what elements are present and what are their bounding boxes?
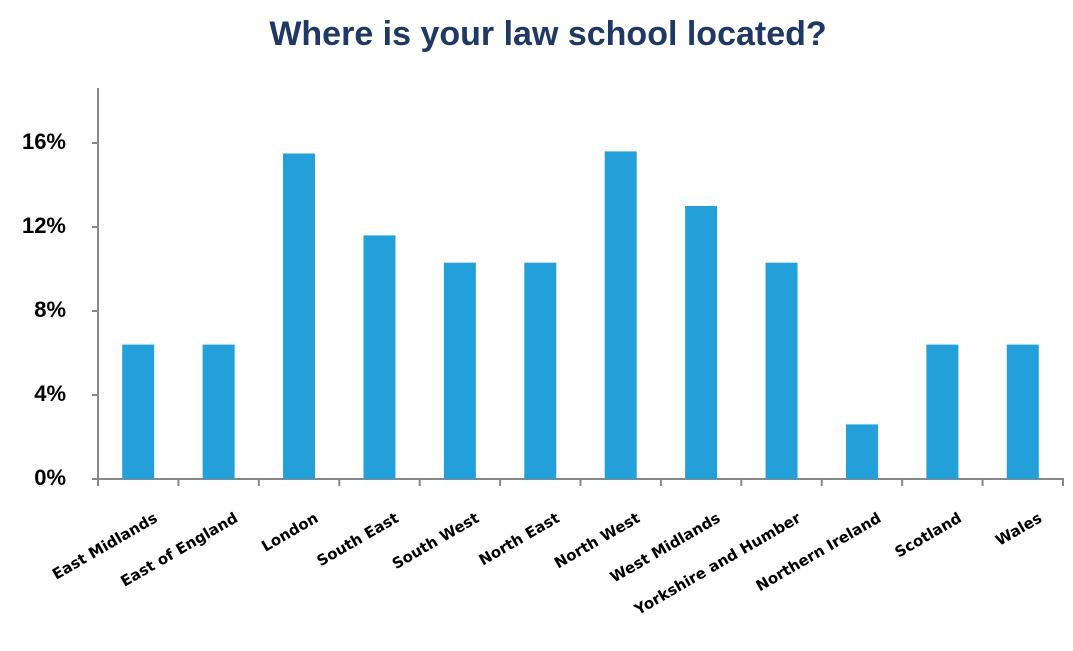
bar xyxy=(1006,344,1039,479)
bar xyxy=(926,344,959,479)
bar xyxy=(765,262,798,479)
bar xyxy=(443,262,476,479)
y-tick-label: 0% xyxy=(34,465,66,490)
y-tick-label: 16% xyxy=(22,129,66,154)
x-tick-label: Wales xyxy=(992,509,1045,550)
x-tick-label: London xyxy=(258,509,321,556)
bar xyxy=(524,262,557,479)
bar xyxy=(685,206,718,479)
bar xyxy=(283,153,316,479)
bar xyxy=(845,424,878,479)
y-tick-label: 12% xyxy=(22,213,66,238)
bar xyxy=(363,235,396,479)
chart-title: Where is your law school located? xyxy=(269,15,826,53)
bar xyxy=(202,344,235,479)
bar xyxy=(604,151,637,479)
x-tick-label: South West xyxy=(389,509,482,573)
x-tick-label: South East xyxy=(314,509,402,570)
y-tick-label: 4% xyxy=(34,381,66,406)
x-tick-label: North East xyxy=(476,509,563,569)
bar xyxy=(122,344,155,479)
x-tick-label: Scotland xyxy=(892,509,965,562)
y-tick-label: 8% xyxy=(34,297,66,322)
